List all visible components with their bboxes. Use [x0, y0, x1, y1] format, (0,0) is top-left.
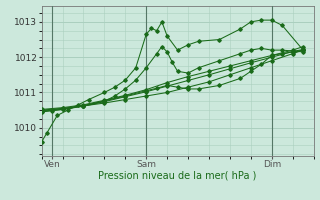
- X-axis label: Pression niveau de la mer( hPa ): Pression niveau de la mer( hPa ): [99, 171, 257, 181]
